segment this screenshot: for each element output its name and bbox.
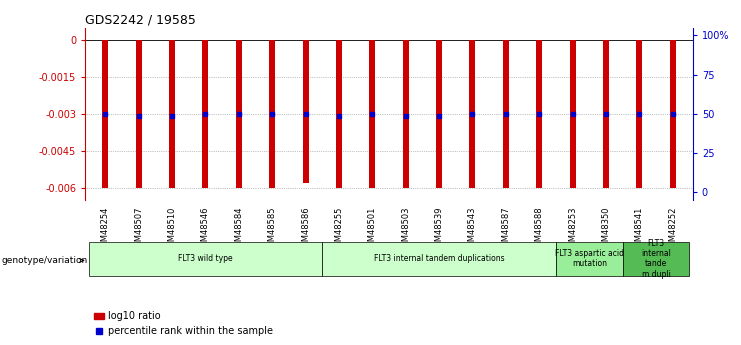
Text: FLT3 internal tandem duplications: FLT3 internal tandem duplications [373,254,505,263]
Bar [470,40,476,188]
Bar [536,40,542,188]
Bar [670,40,676,188]
Bar [436,40,442,188]
Legend: log10 ratio, percentile rank within the sample: log10 ratio, percentile rank within the … [90,307,276,340]
Bar [622,241,689,276]
Bar [269,40,275,188]
Text: GDS2242 / 19585: GDS2242 / 19585 [85,13,196,27]
Bar [302,40,308,183]
Bar [236,40,242,188]
Bar [369,40,376,188]
Bar [89,241,322,276]
Bar [402,40,409,188]
Bar [603,40,609,188]
Bar [637,40,642,188]
Bar [556,241,622,276]
Bar [503,40,509,188]
Text: FLT3
internal
tande
m dupli: FLT3 internal tande m dupli [641,239,671,279]
Bar [102,40,108,188]
Bar [136,40,142,188]
Bar [336,40,342,188]
Text: FLT3 wild type: FLT3 wild type [178,254,233,263]
Text: FLT3 aspartic acid
mutation: FLT3 aspartic acid mutation [555,249,624,268]
Bar [570,40,576,188]
Bar [202,40,208,188]
Text: genotype/variation: genotype/variation [1,256,87,265]
Bar [169,40,175,188]
Bar [322,241,556,276]
